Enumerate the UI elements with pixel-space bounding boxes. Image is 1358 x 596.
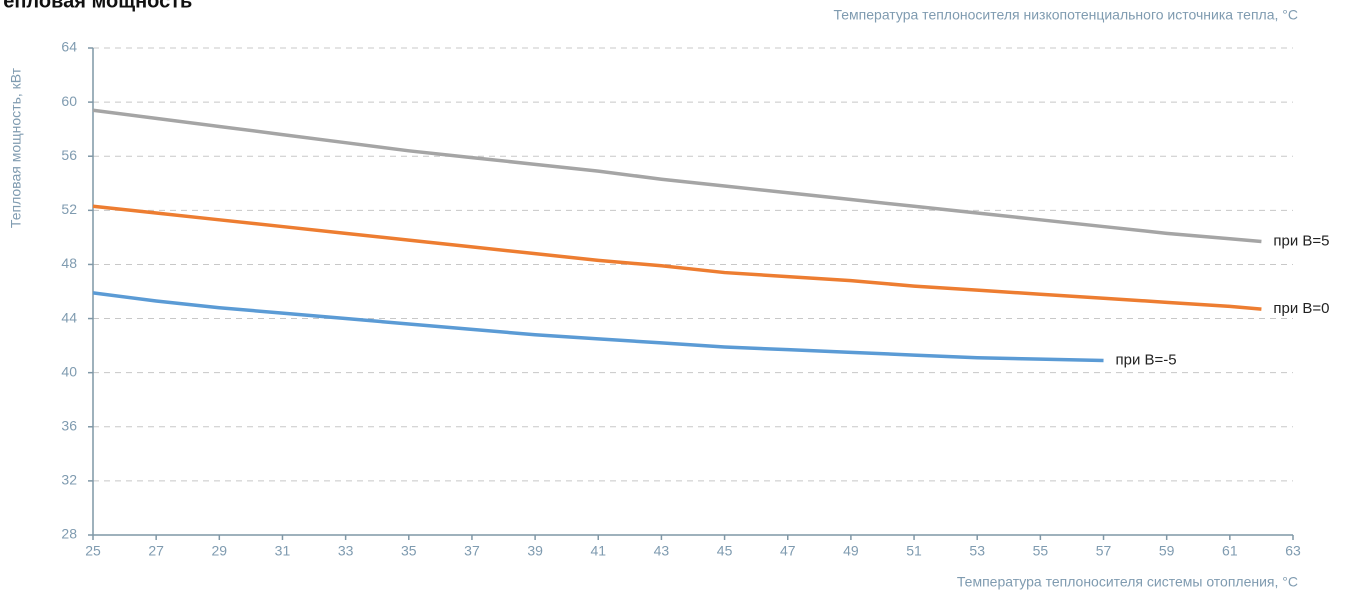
x-tick-label: 31 bbox=[275, 543, 291, 559]
series-label: при B=5 bbox=[1273, 232, 1329, 249]
line bbox=[92, 204, 1262, 311]
x-tick-label: 63 bbox=[1285, 543, 1301, 559]
x-tick-label: 61 bbox=[1222, 543, 1238, 559]
y-tick-label: 52 bbox=[61, 201, 77, 217]
line bbox=[92, 108, 1262, 244]
x-tick-label: 51 bbox=[906, 543, 922, 559]
x-tick-label: 57 bbox=[1096, 543, 1112, 559]
legend-title: Температура теплоносителя низкопотенциал… bbox=[834, 7, 1299, 23]
y-tick-label: 48 bbox=[61, 255, 77, 271]
x-tick-label: 35 bbox=[401, 543, 417, 559]
x-tick-label: 27 bbox=[148, 543, 164, 559]
series-label: при B=0 bbox=[1273, 300, 1329, 317]
x-tick-label: 53 bbox=[969, 543, 985, 559]
x-tick-label: 55 bbox=[1033, 543, 1049, 559]
y-tick-label: 44 bbox=[61, 309, 77, 325]
x-axis-label: Температура теплоносителя системы отопле… bbox=[957, 574, 1298, 590]
line bbox=[92, 291, 1104, 363]
x-tick-label: 25 bbox=[85, 543, 101, 559]
chart-title: Тепловая мощность bbox=[0, 0, 192, 12]
y-tick-label: 40 bbox=[61, 363, 77, 379]
y-tick-label: 56 bbox=[61, 147, 77, 163]
y-tick-label: 36 bbox=[61, 417, 77, 433]
y-tick-label: 60 bbox=[61, 93, 77, 109]
x-tick-label: 29 bbox=[212, 543, 228, 559]
x-tick-label: 47 bbox=[780, 543, 796, 559]
y-tick-label: 64 bbox=[61, 39, 77, 55]
x-tick-label: 49 bbox=[843, 543, 859, 559]
x-tick-label: 33 bbox=[338, 543, 354, 559]
x-tick-label: 41 bbox=[590, 543, 606, 559]
y-axis-label: Тепловая мощность, кВт bbox=[8, 67, 24, 228]
x-tick-label: 43 bbox=[654, 543, 670, 559]
x-tick-label: 45 bbox=[717, 543, 733, 559]
x-tick-label: 59 bbox=[1159, 543, 1175, 559]
x-tick-label: 37 bbox=[464, 543, 480, 559]
y-tick-label: 32 bbox=[61, 472, 77, 488]
x-tick-label: 39 bbox=[527, 543, 543, 559]
series-label: при B=-5 bbox=[1116, 351, 1177, 368]
y-tick-label: 28 bbox=[61, 526, 77, 542]
